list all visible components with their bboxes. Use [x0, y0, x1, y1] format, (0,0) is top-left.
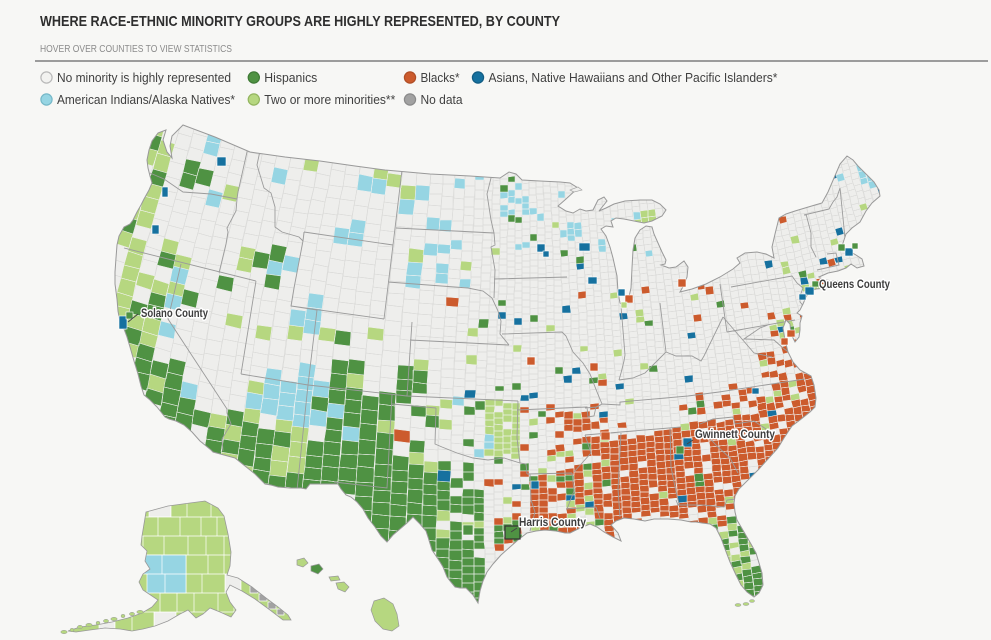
svg-text:Asians, Native Hawaiians and O: Asians, Native Hawaiians and Other Pacif… — [489, 70, 778, 85]
svg-text:Queens County: Queens County — [819, 277, 890, 291]
svg-text:No minority is highly represen: No minority is highly represented — [57, 70, 231, 85]
svg-text:Blacks*: Blacks* — [421, 70, 460, 85]
svg-text:No data: No data — [421, 92, 464, 107]
svg-text:HOVER OVER COUNTIES TO VIEW ST: HOVER OVER COUNTIES TO VIEW STATISTICS — [40, 44, 232, 55]
svg-text:Harris County: Harris County — [519, 515, 586, 529]
svg-text:WHERE RACE-ETHNIC MINORITY GRO: WHERE RACE-ETHNIC MINORITY GROUPS ARE HI… — [40, 14, 560, 30]
svg-text:Two or more minorities**: Two or more minorities** — [264, 92, 395, 107]
svg-text:Gwinnett County: Gwinnett County — [695, 427, 775, 441]
svg-text:Solano County: Solano County — [141, 306, 208, 320]
svg-text:American Indians/Alaska Native: American Indians/Alaska Natives* — [57, 92, 235, 107]
svg-text:Hispanics: Hispanics — [264, 70, 317, 85]
